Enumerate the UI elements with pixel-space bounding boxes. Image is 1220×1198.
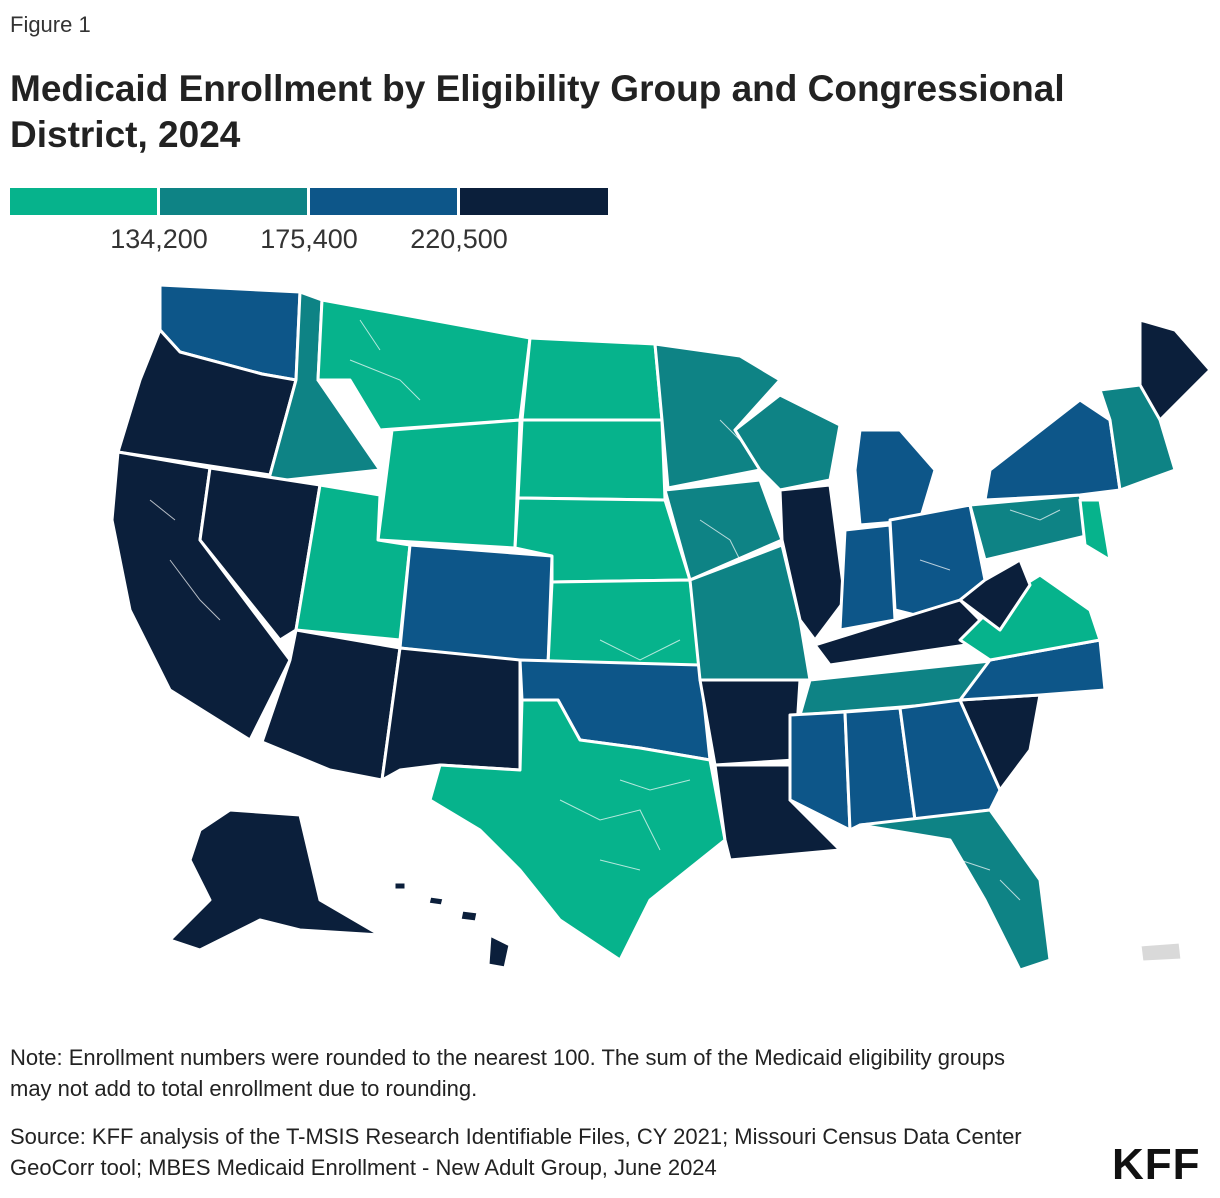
west-virginia	[958, 558, 1032, 632]
new-mexico	[380, 646, 522, 782]
legend-swatch-3	[310, 188, 457, 215]
puerto-rico	[1138, 940, 1184, 964]
chart-title: Medicaid Enrollment by Eligibility Group…	[10, 68, 1065, 155]
illinois	[778, 483, 847, 642]
color-legend: 134,200 175,400 220,500	[10, 188, 610, 260]
kff-logo: KFF	[1112, 1140, 1201, 1189]
georgia	[898, 698, 1002, 822]
legend-swatch-4	[460, 188, 608, 215]
hawaii-maui	[458, 908, 480, 924]
north-dakota	[520, 336, 664, 422]
figure-label: Figure 1	[10, 12, 91, 37]
footnote: Note: Enrollment numbers were rounded to…	[10, 1045, 1006, 1101]
hawaii-big-island	[486, 933, 512, 970]
south-dakota	[516, 418, 667, 502]
indiana	[838, 523, 897, 632]
source-note: Source: KFF analysis of the T-MSIS Resea…	[10, 1124, 1022, 1180]
arkansas	[698, 678, 802, 767]
pennsylvania	[968, 493, 1092, 562]
missouri	[688, 543, 812, 682]
hawaii-kauai	[392, 880, 408, 892]
legend-threshold-1: 134,200	[110, 224, 208, 254]
us-district-map	[110, 283, 1212, 972]
new-jersey	[1078, 498, 1112, 562]
colorado	[398, 543, 554, 667]
florida	[858, 808, 1052, 972]
hawaii-oahu	[426, 894, 446, 908]
legend-threshold-3: 220,500	[410, 224, 508, 254]
texas	[428, 698, 727, 962]
wisconsin	[733, 393, 842, 492]
legend-swatch-1	[10, 188, 157, 215]
alaska	[168, 808, 382, 952]
nevada	[198, 466, 322, 642]
new-york	[983, 398, 1122, 502]
montana	[316, 298, 532, 432]
legend-swatch-2	[160, 188, 307, 215]
michigan	[853, 428, 937, 527]
new-england	[1098, 383, 1177, 492]
legend-threshold-2: 175,400	[260, 224, 358, 254]
wyoming	[376, 418, 522, 550]
